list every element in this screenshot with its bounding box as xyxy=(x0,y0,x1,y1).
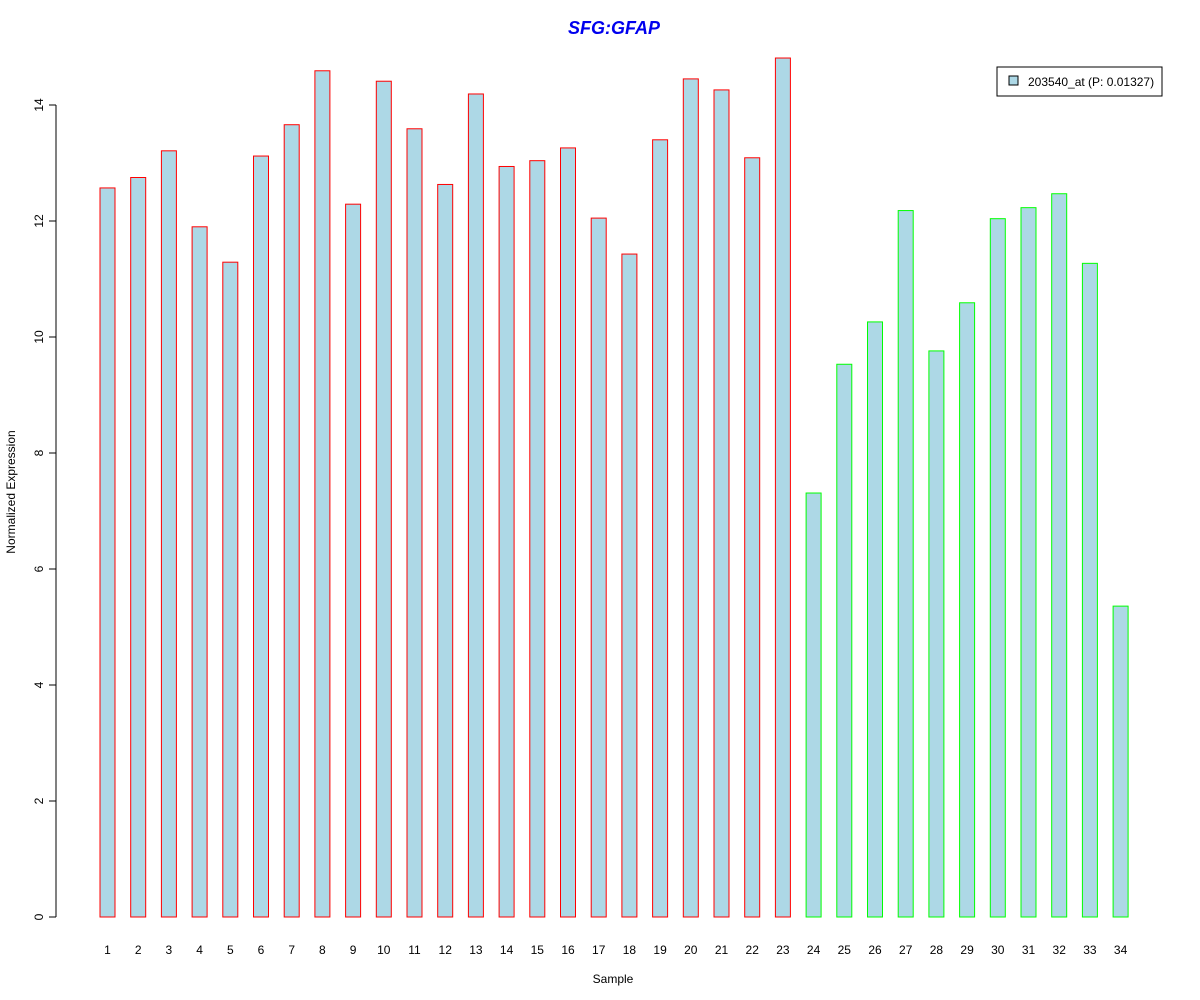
x-tick-label: 3 xyxy=(166,943,173,957)
legend: 203540_at (P: 0.01327) xyxy=(996,66,1163,97)
bar-sample-24 xyxy=(805,492,822,918)
x-tick-label: 28 xyxy=(930,943,944,957)
legend-label: 203540_at (P: 0.01327) xyxy=(1028,75,1154,89)
bar-sample-34 xyxy=(1112,605,1129,918)
bar-sample-2 xyxy=(130,177,147,918)
y-tick-label: 14 xyxy=(32,98,46,112)
x-tick-label: 6 xyxy=(258,943,265,957)
x-tick-label: 13 xyxy=(469,943,483,957)
bar-sample-25 xyxy=(836,363,853,918)
y-tick-label: 4 xyxy=(32,681,46,688)
bar-sample-9 xyxy=(345,203,362,918)
x-tick-label: 18 xyxy=(623,943,637,957)
chart-title: SFG:GFAP xyxy=(567,18,660,38)
x-tick-label: 25 xyxy=(838,943,852,957)
x-tick-label: 17 xyxy=(592,943,606,957)
y-axis-title: Normalized Expression xyxy=(4,430,18,553)
x-tick-label: 11 xyxy=(408,943,421,957)
bar-sample-28 xyxy=(928,350,945,918)
bar-sample-30 xyxy=(989,218,1006,918)
y-tick-label: 8 xyxy=(32,449,46,456)
x-axis-title: Sample xyxy=(593,972,634,986)
bar-sample-3 xyxy=(160,150,177,918)
x-tick-label: 8 xyxy=(319,943,326,957)
y-tick-label: 0 xyxy=(32,913,46,920)
x-axis-labels: 1 2 3 4 5 6 7 8 9 10 11 12 13 14 15 16 17 18 19 20 21 22 23 24 2… xyxy=(104,943,1127,957)
bar-sample-18 xyxy=(621,253,638,918)
legend-swatch xyxy=(1008,75,1019,86)
x-tick-label: 10 xyxy=(377,943,391,957)
bar-sample-33 xyxy=(1081,262,1098,918)
y-tick-label: 6 xyxy=(32,565,46,572)
bar-sample-17 xyxy=(590,217,607,918)
x-tick-label: 29 xyxy=(960,943,974,957)
x-tick-label: 4 xyxy=(196,943,203,957)
bar-sample-12 xyxy=(437,183,454,918)
bar-sample-14 xyxy=(498,165,515,918)
x-tick-label: 19 xyxy=(653,943,667,957)
y-tick-label: 10 xyxy=(32,330,46,344)
x-tick-label: 20 xyxy=(684,943,698,957)
x-tick-label: 24 xyxy=(807,943,821,957)
bar-sample-1 xyxy=(99,187,116,918)
bar-sample-8 xyxy=(314,70,331,918)
bar-sample-19 xyxy=(652,139,669,918)
bar-sample-26 xyxy=(867,321,883,918)
x-tick-label: 21 xyxy=(715,943,729,957)
bar-sample-23 xyxy=(774,57,791,918)
x-tick-label: 12 xyxy=(439,943,453,957)
y-tick-label: 12 xyxy=(32,214,46,228)
bar-sample-13 xyxy=(467,93,484,918)
bar-sample-4 xyxy=(191,226,208,918)
x-tick-label: 32 xyxy=(1053,943,1067,957)
x-tick-label: 33 xyxy=(1083,943,1097,957)
bar-sample-6 xyxy=(253,155,269,918)
x-tick-label: 34 xyxy=(1114,943,1128,957)
bar-sample-10 xyxy=(375,80,392,918)
x-tick-label: 2 xyxy=(135,943,142,957)
x-tick-label: 22 xyxy=(746,943,760,957)
x-tick-label: 23 xyxy=(776,943,790,957)
bar-sample-29 xyxy=(959,302,976,918)
x-tick-label: 16 xyxy=(561,943,575,957)
x-tick-label: 15 xyxy=(531,943,545,957)
bar-sample-27 xyxy=(897,210,914,918)
bar-sample-7 xyxy=(283,124,300,918)
bar-sample-5 xyxy=(222,261,239,918)
bar-sample-22 xyxy=(744,157,761,918)
y-tick-label: 2 xyxy=(32,797,46,804)
x-tick-label: 9 xyxy=(350,943,357,957)
x-tick-label: 27 xyxy=(899,943,913,957)
bar-sample-16 xyxy=(560,147,576,918)
y-axis: 0 2 4 6 8 10 12 14 xyxy=(32,98,57,920)
bar-sample-11 xyxy=(406,128,423,918)
bars xyxy=(99,57,1129,918)
bar-sample-15 xyxy=(529,160,546,918)
bar-sample-31 xyxy=(1020,207,1037,918)
x-tick-label: 14 xyxy=(500,943,514,957)
x-tick-label: 7 xyxy=(288,943,295,957)
x-tick-label: 5 xyxy=(227,943,234,957)
x-tick-label: 1 xyxy=(104,943,111,957)
bar-sample-21 xyxy=(713,89,730,918)
x-tick-label: 30 xyxy=(991,943,1005,957)
bar-sample-32 xyxy=(1051,193,1068,918)
x-tick-label: 26 xyxy=(868,943,882,957)
bar-sample-20 xyxy=(682,78,699,918)
x-tick-label: 31 xyxy=(1022,943,1036,957)
legend-box xyxy=(996,66,1163,97)
